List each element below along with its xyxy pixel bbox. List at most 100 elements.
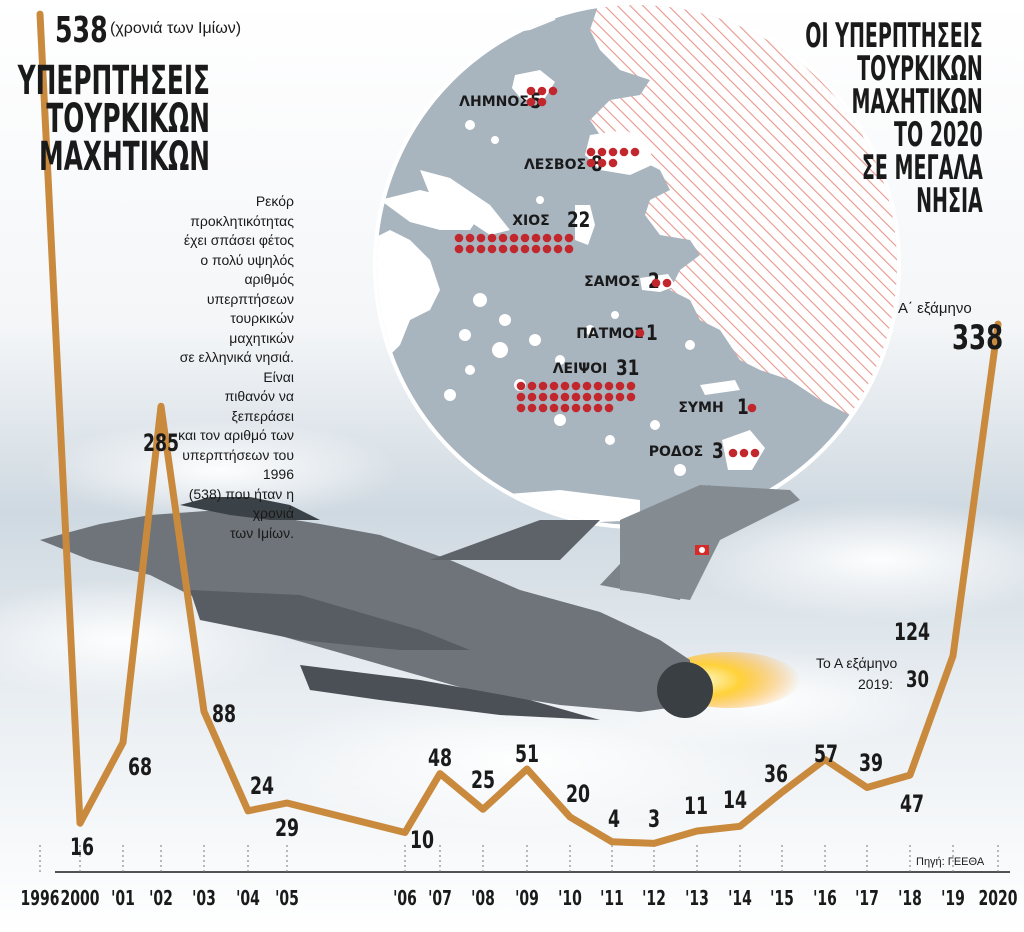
map-title-line: ΣΕ ΜΕΓΑΛΑ (861, 148, 983, 188)
x-tick-label: '17 (855, 888, 879, 911)
violation-dot (498, 244, 508, 254)
data-label: 39 (859, 749, 883, 777)
intro-line: (538) που ήταν η χρονιά (188, 485, 294, 522)
x-tick-label: '10 (558, 888, 582, 911)
violation-dot (564, 244, 574, 254)
map-island-label: ΛΗΜΝΟΣ 5 (459, 86, 558, 114)
x-tick-label: '14 (728, 888, 752, 911)
violation-dot (487, 233, 497, 243)
map-island-label: ΛΕΣΒΟΣ 8 (524, 147, 640, 177)
violation-dot (520, 244, 530, 254)
x-tick-label: '02 (149, 888, 173, 911)
violation-dot (527, 381, 537, 391)
island-name: ΛΕΙΨΟΙ (553, 361, 608, 377)
intro-line: και τον αριθμό των (178, 427, 294, 443)
violation-dot (608, 158, 618, 168)
intro-line: αριθμός υπερπτήσεων (206, 271, 294, 307)
violation-dot (548, 86, 558, 96)
island-count: 5 (530, 89, 542, 113)
map-title-line: ΝΗΣΙΑ (916, 181, 983, 221)
violation-dot (615, 392, 625, 402)
x-tick-label: '04 (236, 888, 260, 911)
violation-dot (537, 86, 547, 96)
peak-year-note: (χρονιά των Ιμίων) (110, 20, 242, 37)
violation-dot (593, 381, 603, 391)
island-name: ΛΕΣΒΟΣ (524, 157, 586, 173)
violation-dot (476, 233, 486, 243)
data-label: 20 (566, 780, 590, 808)
violation-dot (526, 97, 536, 107)
violation-dot (582, 403, 592, 413)
violation-dot (750, 448, 760, 458)
violation-dot (651, 278, 661, 288)
x-tick-label: '18 (898, 888, 922, 911)
violation-dot (571, 381, 581, 391)
violation-dot (454, 233, 464, 243)
violation-dot (586, 158, 596, 168)
data-label: 4 (608, 805, 620, 833)
x-tick-label: '01 (111, 888, 135, 911)
violation-dot (538, 392, 548, 402)
x-tick-label: '12 (642, 888, 666, 911)
violation-dot (747, 403, 757, 413)
violation-dot (662, 278, 672, 288)
data-label: 68 (128, 753, 152, 781)
violation-dot (560, 403, 570, 413)
violation-dot (509, 233, 519, 243)
violation-dot (498, 233, 508, 243)
x-tick-label: '05 (275, 888, 299, 911)
intro-paragraph: Ρεκόρ προκλητικότητας έχει σπάσει φέτος … (176, 192, 294, 543)
data-label: 24 (250, 772, 274, 800)
violation-dot (597, 147, 607, 157)
map-title: ΟΙ ΥΠΕΡΠΤΗΣΕΙΣ ΤΟΥΡΚΙΚΩΝ ΜΑΧΗΤΙΚΩΝ ΤΟ 20… (770, 19, 983, 221)
island-count: 3 (712, 439, 724, 463)
violation-dot (538, 403, 548, 413)
note-2019-line1: Το Α εξάμηνο (816, 655, 898, 671)
violation-dot (608, 147, 618, 157)
violation-dot (509, 244, 519, 254)
intro-line: σε ελληνικά νησιά. Είναι (179, 349, 294, 385)
violation-dot (526, 86, 536, 96)
violation-dot (615, 381, 625, 391)
violations-series-line (36, 10, 1002, 847)
violation-dot (739, 448, 749, 458)
violation-dot (520, 233, 530, 243)
violation-dot (582, 392, 592, 402)
intro-line: έχει σπάσει φέτος (183, 232, 294, 248)
intro-line: τουρκικών μαχητικών (229, 310, 294, 346)
map-island-label: ΣΥΜΗ 1 (678, 395, 757, 420)
x-tick-label: 2020 (979, 888, 1018, 911)
map-island-label: ΣΑΜΟΣ2 (584, 269, 672, 294)
half-2020-note: Α΄ εξάμηνο (898, 300, 972, 317)
fighter-jet-image (40, 485, 800, 720)
x-tick-label: '03 (192, 888, 216, 911)
map-island-labels: ΛΗΜΝΟΣ5ΛΕΣΒΟΣ8ΧΙΟΣ22ΣΑΜΟΣ2ΠΑΤΜΟΣ1ΛΕΙΨΟΙ3… (454, 86, 760, 464)
data-label: 10 (410, 826, 434, 854)
violation-dot (560, 392, 570, 402)
violation-dot (527, 392, 537, 402)
violation-dot (635, 328, 645, 338)
data-label: 57 (814, 740, 838, 768)
violation-dot (516, 392, 526, 402)
violation-dot (531, 233, 541, 243)
x-tick-label: '09 (515, 888, 539, 911)
island-count: 31 (616, 356, 639, 380)
data-label: 29 (275, 814, 299, 842)
data-label: 14 (723, 786, 747, 814)
intro-line: των Ιμίων. (229, 524, 294, 541)
x-tick-label: 1996 (21, 888, 60, 911)
peak-value-label: 538 (55, 10, 108, 51)
x-tick-label: '06 (393, 888, 417, 911)
violation-dot (465, 233, 475, 243)
x-tick-label: '07 (428, 888, 452, 911)
data-label: 51 (515, 740, 539, 768)
cyclades-islands (444, 120, 695, 476)
island-evia (420, 170, 510, 235)
data-label: 47 (900, 790, 924, 818)
main-title: ΥΠΕΡΠΤΗΣΕΙΣ ΤΟΥΡΚΙΚΩΝ ΜΑΧΗΤΙΚΩΝ (12, 61, 210, 177)
violation-dot (626, 392, 636, 402)
island-chios (575, 205, 595, 245)
note-2019-line2: 2019: (858, 676, 894, 692)
